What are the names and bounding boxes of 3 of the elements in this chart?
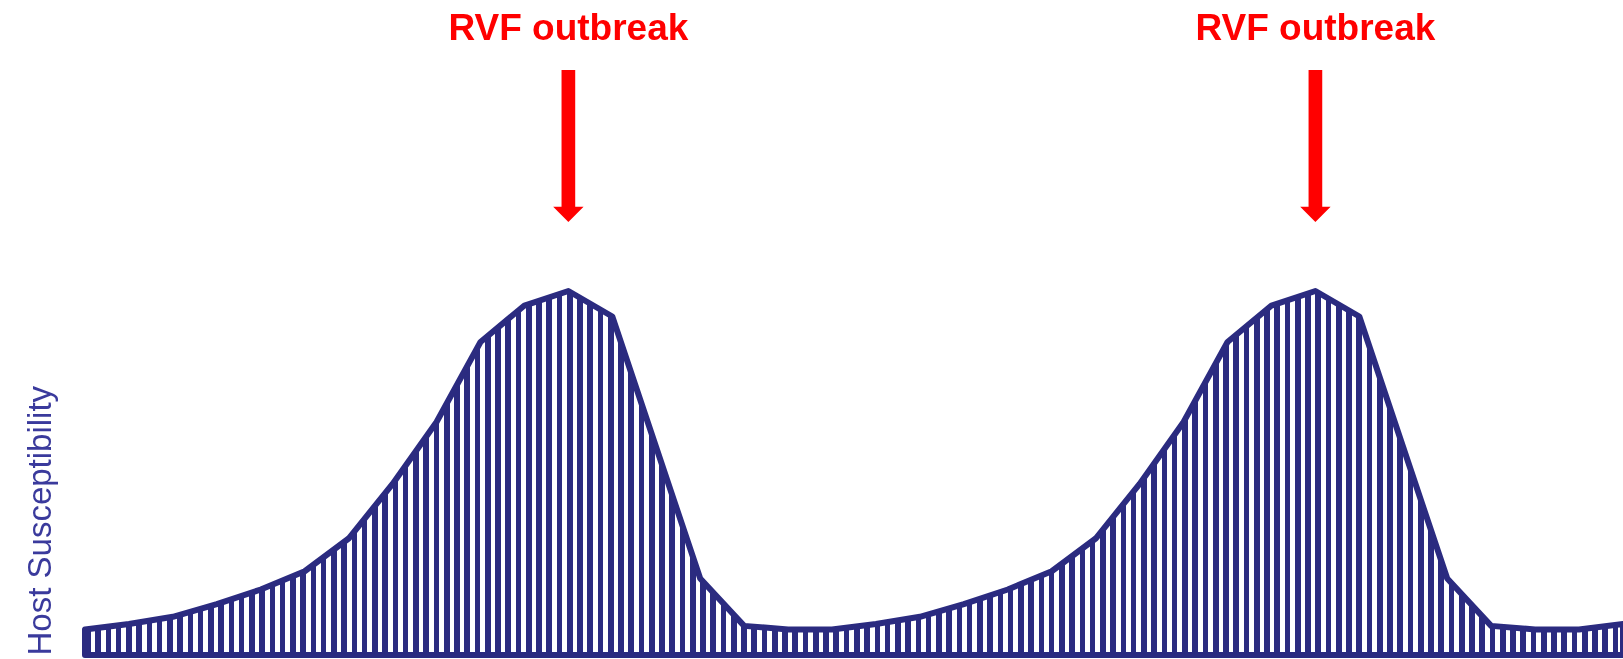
text: RVF outbreak: [1195, 7, 1436, 48]
text: RVF outbreak: [448, 7, 689, 48]
y-axis-title: Host Susceptibility: [20, 385, 58, 656]
